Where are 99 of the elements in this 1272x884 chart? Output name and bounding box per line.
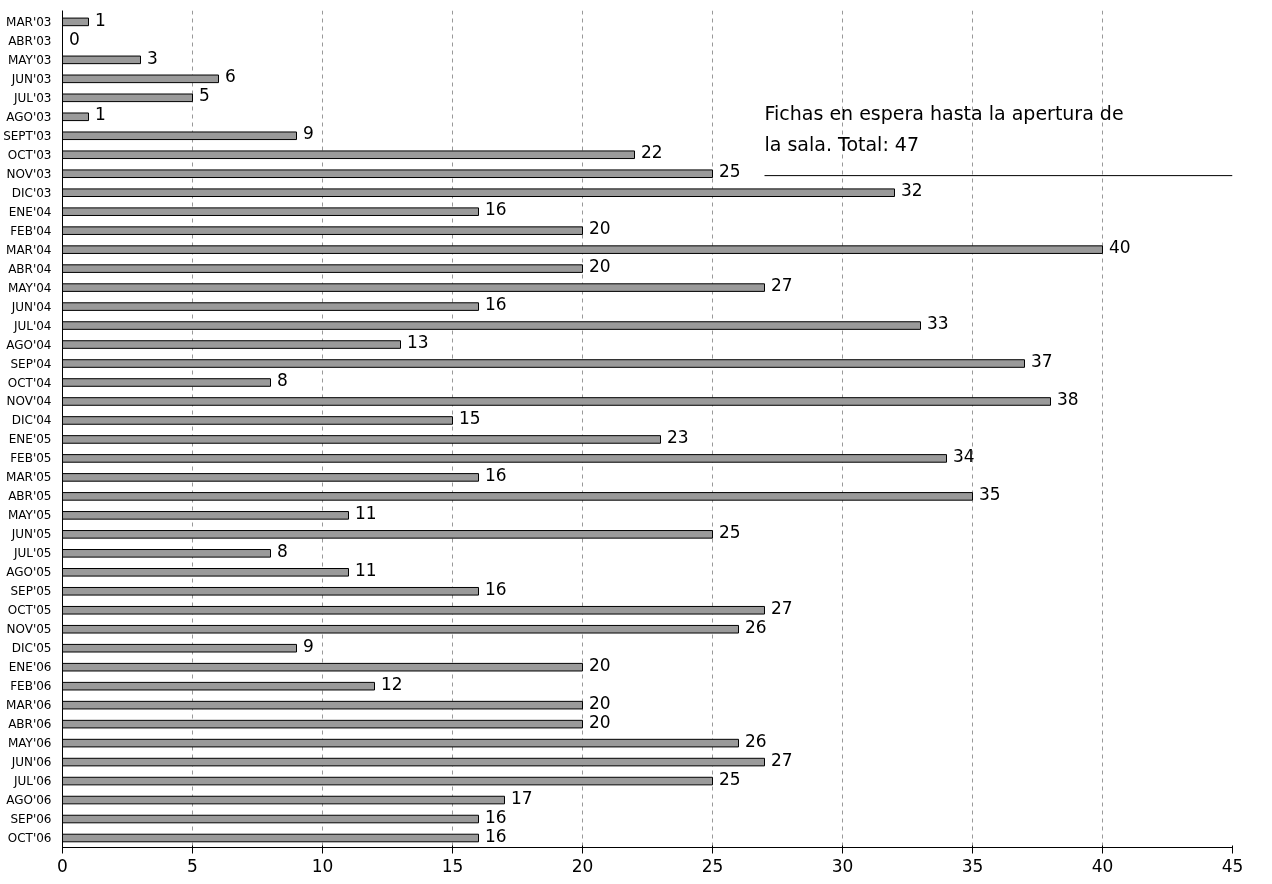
y-tick-label: AGO'03 (6, 109, 52, 124)
data-label: 20 (589, 654, 611, 675)
data-label: 25 (719, 521, 741, 542)
y-tick-label: AGO'06 (6, 793, 52, 808)
data-label: 25 (719, 161, 741, 182)
data-label: 27 (771, 749, 793, 770)
y-tick-label: JUN'06 (10, 755, 52, 770)
y-tick-label: FEB'06 (10, 679, 52, 694)
x-tick-label: 40 (1091, 855, 1114, 876)
y-tick-label: JUN'04 (10, 299, 52, 314)
x-tick-label: 35 (961, 855, 984, 876)
x-tick-label: 30 (831, 855, 854, 876)
y-tick-label: JUL'06 (12, 774, 52, 789)
y-tick-label: NOV'03 (6, 166, 52, 181)
data-label: 13 (407, 332, 429, 353)
data-label: 11 (355, 503, 377, 524)
y-tick-label: MAR'04 (6, 242, 52, 257)
data-label: 22 (641, 142, 663, 163)
x-tick-label: 0 (57, 855, 68, 876)
y-tick-label: SEP'05 (10, 584, 52, 599)
annotation: Fichas en espera hasta la apertura de la sala. Total: 47 (764, 101, 1124, 155)
data-label: 16 (485, 199, 507, 220)
data-label: 16 (485, 465, 507, 486)
y-tick-label: ABR'04 (8, 261, 52, 276)
data-label: 33 (927, 313, 949, 334)
x-tick-label: 15 (441, 855, 464, 876)
data-label: 5 (199, 85, 210, 106)
y-tick-label: JUL'05 (12, 546, 52, 561)
y-tick-label: MAY'05 (7, 508, 52, 523)
y-tick-label: MAY'06 (7, 736, 52, 751)
y-tick-label: ENE'05 (8, 432, 52, 447)
y-tick-label: NOV'04 (6, 394, 52, 409)
data-label: 9 (303, 123, 314, 144)
y-tick-label: SEP'04 (10, 356, 52, 371)
y-tick-label: OCT'03 (7, 147, 52, 162)
data-label: 9 (303, 635, 314, 656)
y-tick-label: AGO'04 (6, 337, 52, 352)
data-label: 8 (277, 370, 288, 391)
y-tick-label: SEP'06 (10, 812, 52, 827)
x-tick-label: 20 (571, 855, 594, 876)
y-tick-label: FEB'04 (10, 223, 52, 238)
data-label: 23 (667, 427, 689, 448)
y-tick-label: JUL'04 (12, 318, 52, 333)
data-label: 15 (459, 408, 481, 429)
data-label: 38 (1057, 389, 1079, 410)
data-label: 12 (381, 673, 403, 694)
x-tick-label: 45 (1221, 855, 1244, 876)
y-tick-label: MAR'05 (6, 470, 52, 485)
data-label: 27 (771, 597, 793, 618)
y-tick-label: ABR'05 (8, 489, 52, 504)
y-tick-label: MAY'04 (7, 280, 52, 295)
y-tick-label: ABR'06 (8, 717, 52, 732)
y-tick-label: JUN'03 (10, 71, 52, 86)
data-label: 3 (147, 47, 158, 68)
data-label: 6 (225, 66, 236, 87)
data-label: 0 (69, 28, 80, 49)
y-tick-label: ENE'04 (8, 204, 52, 219)
data-label: 16 (485, 825, 507, 846)
y-tick-label: JUN'05 (10, 527, 52, 542)
y-tick-label: DIC'04 (11, 413, 52, 428)
data-label: 26 (745, 616, 767, 637)
data-label: 20 (589, 692, 611, 713)
y-tick-label: DIC'05 (11, 641, 52, 656)
y-tick-label: OCT'06 (7, 831, 52, 846)
data-label: 35 (979, 484, 1001, 505)
data-label: 40 (1109, 237, 1131, 258)
data-label: 1 (95, 9, 106, 30)
y-tick-label: MAY'03 (7, 52, 52, 67)
data-label: 11 (355, 559, 377, 580)
data-label: 25 (719, 768, 741, 789)
data-label: 16 (485, 806, 507, 827)
x-tick-label: 10 (311, 855, 334, 876)
y-tick-label: JUL'03 (12, 90, 52, 105)
data-label: 8 (277, 540, 288, 561)
data-label: 37 (1031, 351, 1053, 372)
x-tick-label: 25 (701, 855, 724, 876)
data-label: 16 (485, 578, 507, 599)
data-label: 20 (589, 256, 611, 277)
data-label: 34 (953, 446, 975, 467)
x-tick-label: 5 (187, 855, 198, 876)
y-tick-label: DIC'03 (11, 185, 52, 200)
y-tick-label: FEB'05 (10, 451, 52, 466)
data-label: 20 (589, 218, 611, 239)
data-label: 16 (485, 294, 507, 315)
y-tick-label: MAR'03 (6, 14, 52, 29)
y-tick-label: SEPT'03 (3, 128, 52, 143)
data-label: 20 (589, 711, 611, 732)
y-tick-label: OCT'05 (7, 603, 52, 618)
y-tick-label: NOV'05 (6, 622, 52, 637)
y-tick-label: MAR'06 (6, 698, 52, 713)
y-tick-label: ENE'06 (8, 660, 52, 675)
y-tick-label: ABR'03 (8, 33, 52, 48)
y-tick-label: OCT'04 (7, 375, 52, 390)
data-label: 27 (771, 275, 793, 296)
data-label: 32 (901, 180, 923, 201)
data-label: 17 (511, 787, 533, 808)
data-label: 1 (95, 104, 106, 125)
y-tick-label: AGO'05 (6, 565, 52, 580)
data-label: 26 (745, 730, 767, 751)
